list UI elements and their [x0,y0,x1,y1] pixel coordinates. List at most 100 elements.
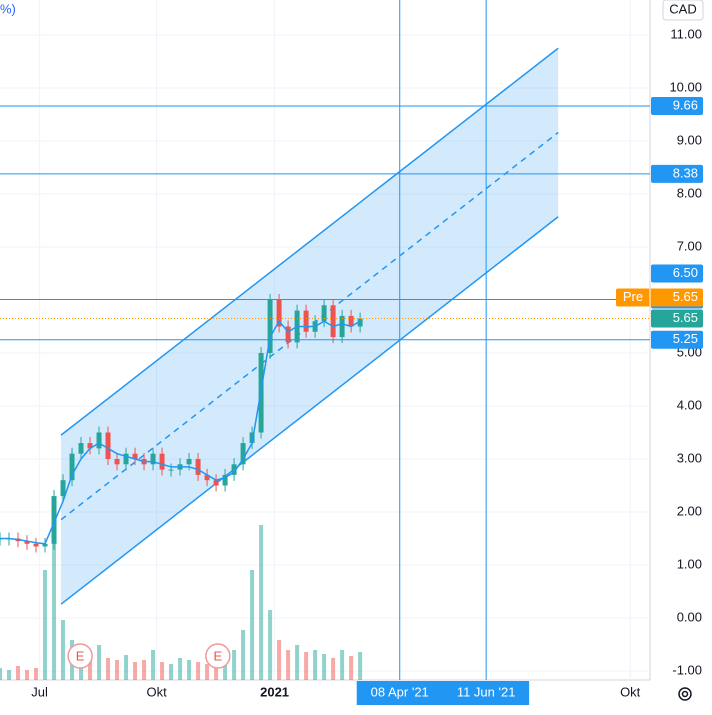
pre-price-tag: Pre [623,289,643,304]
volume-bar [106,658,111,680]
y-tick-label: 9.00 [677,132,702,147]
pre-price-label: 5.65 [673,289,698,304]
volume-bar [7,670,12,680]
candle-body [267,299,273,353]
x-tick-label: Okt [147,684,168,699]
candle-body [114,458,120,465]
candle-body [186,458,192,465]
volume-bar [169,664,174,680]
candle [357,312,363,333]
y-tick-label: 10.00 [669,79,702,94]
candle [33,537,39,553]
candle-body [357,318,363,327]
candle-body [231,464,237,475]
candle [132,447,138,465]
candle [276,293,282,333]
y-tick-label: 3.00 [677,450,702,465]
channel-lower [60,216,559,605]
price-label: 8.38 [673,165,698,180]
candle [114,452,120,471]
x-tick-label: Jul [31,684,48,699]
event-marker[interactable] [205,643,231,669]
volume-bar [205,664,210,680]
settings-icon[interactable] [678,687,692,701]
candle [195,452,201,481]
moving-average [0,319,361,545]
candle-body [123,453,129,465]
candle-body [87,443,93,449]
volume-bar [286,650,291,680]
candle [285,320,291,349]
price-label-bg [651,330,703,349]
candle-body [51,496,57,544]
volume-bar [331,658,336,680]
price-label-bg [651,164,703,183]
y-tick-label: 7.00 [677,238,702,253]
candle [24,535,30,550]
candle [168,463,174,477]
volume-bar [25,670,30,680]
candle [150,447,156,471]
volume-bar [268,610,273,680]
candle [240,437,246,471]
candle-body [213,480,219,486]
y-tick-label: -1.00 [672,662,702,677]
event-marker[interactable] [67,643,93,669]
candle-body [249,432,255,444]
date-range-bg [356,681,530,705]
candle [348,309,354,333]
volume-bar [142,660,147,680]
candle [60,474,66,503]
volume-bar [187,660,192,680]
volume-bar [277,640,282,680]
volume-bar [16,666,21,680]
volume-bar [124,655,129,680]
candle-body [303,310,309,332]
candle [204,468,210,487]
candle-body [60,480,66,497]
candle-body [240,443,246,465]
candle-body [276,299,282,327]
volume-bar [214,660,219,680]
channel-upper [60,47,559,436]
candle-body [339,315,345,338]
volume-bar [178,658,183,680]
candle [42,537,48,553]
candle-body [321,305,327,322]
volume-bar [241,630,246,680]
volume-bar [313,650,318,680]
candle-body [96,432,102,449]
candle [303,304,309,338]
currency-box[interactable] [662,0,704,21]
y-tick-label: 11.00 [670,26,702,41]
candle-body [204,474,210,481]
date-label: 08 Apr '21 [371,684,429,699]
price-label: 5.25 [673,331,698,346]
x-tick-label: Okt [620,684,641,699]
volume-bar [88,652,93,680]
date-label: 11 Jun '21 [457,684,516,699]
volume-bar [34,668,39,680]
price-label-bg [651,264,703,283]
y-tick-label: 8.00 [677,185,702,200]
candle-body [168,469,174,471]
candle-body [78,443,84,454]
y-tick-label: 0.00 [677,609,702,624]
volume-bar [133,662,138,680]
volume-bar [349,656,354,680]
candle [213,474,219,492]
candle [51,490,57,550]
event-label: E [214,648,223,663]
candle-body [195,458,201,475]
candle [87,437,93,455]
volume-bar [304,652,309,680]
x-tick-label: 2021 [260,684,289,699]
candle-body [33,543,39,547]
candle-body [222,474,228,486]
y-tick-label: 1.00 [677,556,702,571]
candle [267,293,273,359]
volume-bar [250,570,255,680]
volume-bar [151,650,156,680]
